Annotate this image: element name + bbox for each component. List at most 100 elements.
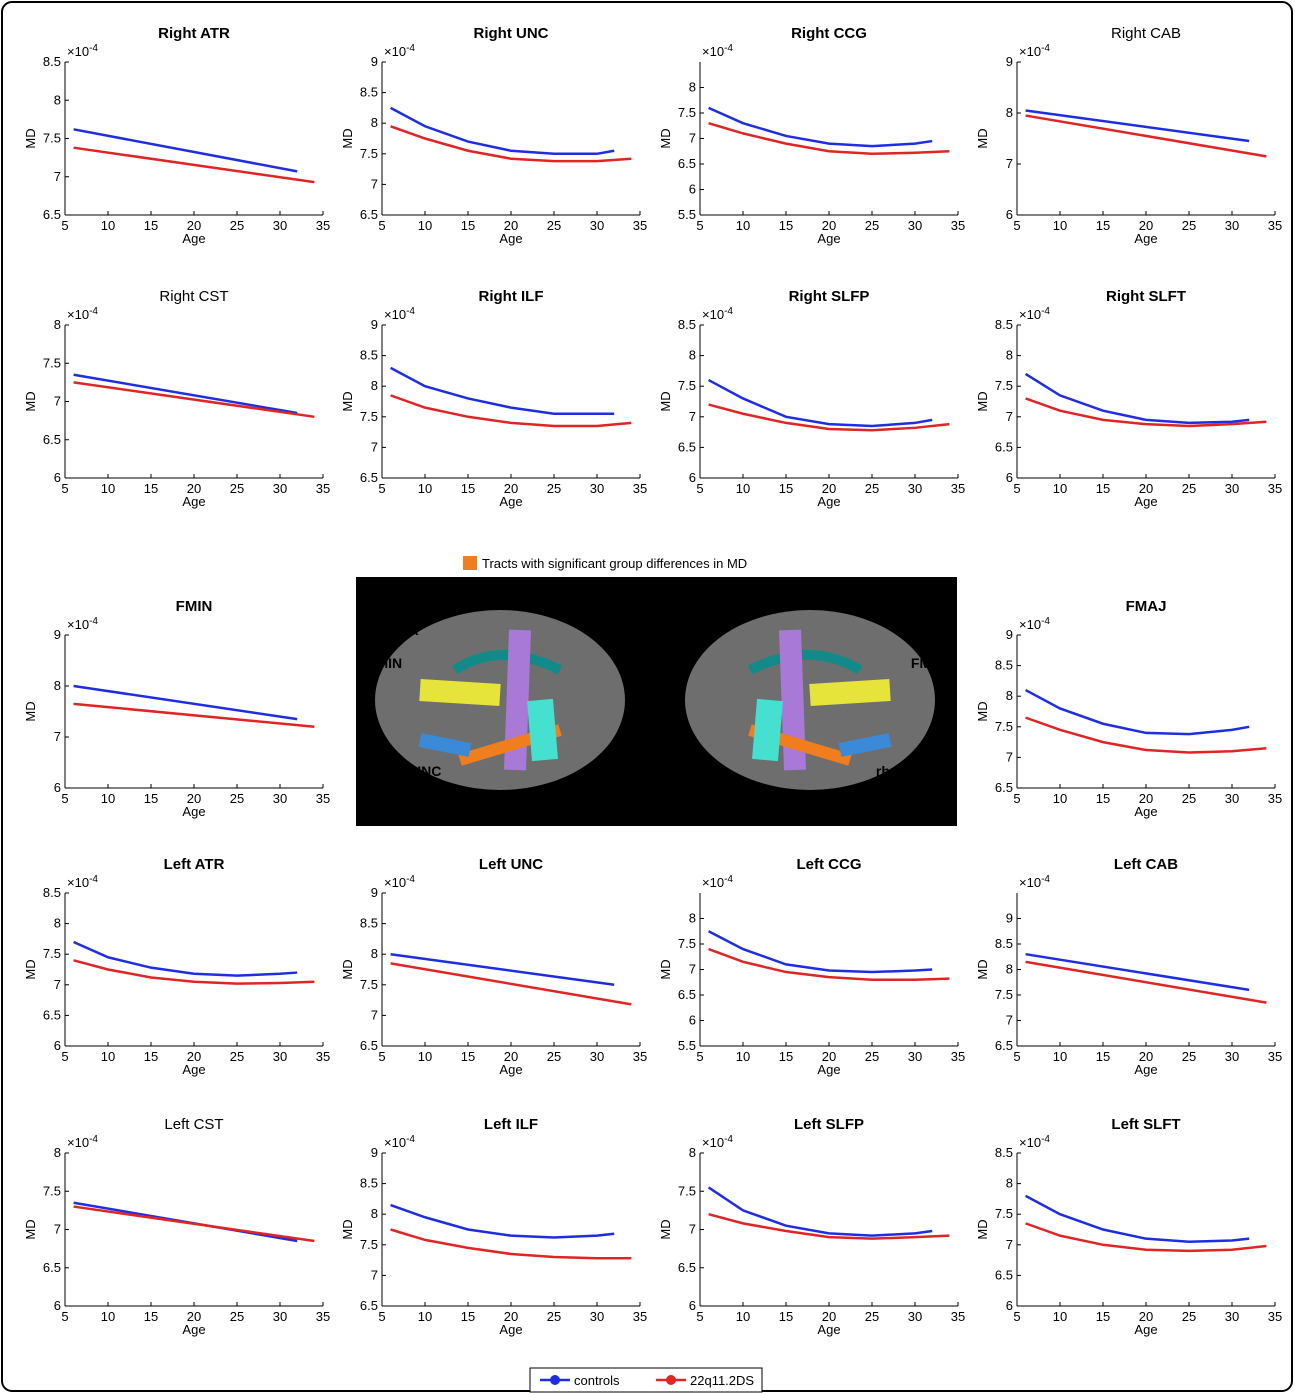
tract-label: rh CAB <box>661 794 709 810</box>
x-tick-label: 5 <box>378 1049 385 1064</box>
y-multiplier: ×10-4 <box>384 306 415 322</box>
x-tick-label: 5 <box>61 791 68 806</box>
x-tick-label: 15 <box>779 1309 793 1324</box>
y-axis-label: MD <box>23 1219 38 1239</box>
x-tick-label: 30 <box>1225 481 1239 496</box>
tract-label: rh CCG <box>836 594 885 610</box>
y-multiplier-exp: -4 <box>724 874 733 885</box>
x-tick-label: 5 <box>1013 791 1020 806</box>
y-tick-label: 9 <box>371 1145 378 1160</box>
fit-line <box>390 125 632 163</box>
y-multiplier-base: ×10 <box>67 1135 89 1150</box>
x-tick-label: 10 <box>736 218 750 233</box>
fit-line <box>390 106 615 156</box>
y-tick-label: 8 <box>54 678 61 693</box>
y-tick-label: 6.5 <box>995 439 1013 454</box>
y-multiplier-exp: -4 <box>724 43 733 54</box>
x-tick-label: 30 <box>273 1309 287 1324</box>
y-multiplier-exp: -4 <box>89 616 98 627</box>
x-tick-label: 35 <box>316 218 330 233</box>
y-axis-label: MD <box>340 128 355 148</box>
y-tick-label: 8.5 <box>678 317 696 332</box>
tract-label: lh ILF <box>608 748 646 764</box>
x-tick-label: 30 <box>273 791 287 806</box>
y-axis-label: MD <box>975 1219 990 1239</box>
y-multiplier: ×10-4 <box>1019 616 1050 632</box>
tract-label: FMIN <box>911 655 945 671</box>
tract-label: lh ATR <box>375 622 419 638</box>
fit-line <box>390 952 615 987</box>
y-multiplier: ×10-4 <box>67 874 98 890</box>
y-tick-label: 8 <box>54 92 61 107</box>
y-tick-label: 6.5 <box>360 1038 378 1053</box>
tract-label: lh SLFP <box>562 596 614 612</box>
tract-label: lh UNC <box>395 763 442 779</box>
y-tick-label: 7.5 <box>995 1206 1013 1221</box>
y-tick-label: 7 <box>54 169 61 184</box>
fit-line <box>1025 960 1267 1004</box>
x-tick-label: 15 <box>461 1309 475 1324</box>
chart-title: Right ATR <box>158 25 230 42</box>
y-tick-label: 8.5 <box>995 658 1013 673</box>
y-tick-label: 7.5 <box>995 987 1013 1002</box>
x-tick-label: 10 <box>1053 791 1067 806</box>
x-tick-label: 25 <box>1182 1309 1196 1324</box>
tract-label: rh ILF <box>660 748 699 764</box>
y-tick-label: 8.5 <box>43 885 61 900</box>
y-tick-label: 6.5 <box>43 1260 61 1275</box>
x-tick-label: 20 <box>187 1049 201 1064</box>
chart-title: Left UNC <box>479 856 543 873</box>
y-multiplier: ×10-4 <box>1019 1134 1050 1150</box>
x-tick-label: 10 <box>101 481 115 496</box>
x-axis-label: Age <box>182 804 205 819</box>
x-axis-label: Age <box>182 1062 205 1077</box>
x-tick-label: 35 <box>316 791 330 806</box>
legend-label: controls <box>574 1373 620 1388</box>
x-tick-label: 35 <box>633 1049 647 1064</box>
y-tick-label: 7.5 <box>995 719 1013 734</box>
tract-label: rh ATR <box>897 622 942 638</box>
x-tick-label: 30 <box>273 218 287 233</box>
x-tick-label: 25 <box>865 481 879 496</box>
fit-line <box>708 378 933 428</box>
y-multiplier-base: ×10 <box>384 44 406 59</box>
y-tick-label: 7 <box>689 962 696 977</box>
fit-line <box>73 684 298 721</box>
y-tick-label: 8 <box>371 378 378 393</box>
y-tick-label: 6.5 <box>360 470 378 485</box>
y-multiplier-base: ×10 <box>1019 307 1041 322</box>
x-tick-label: 5 <box>696 218 703 233</box>
y-tick-label: 7.5 <box>43 1183 61 1198</box>
x-tick-label: 10 <box>736 1049 750 1064</box>
y-axis-label: MD <box>23 959 38 979</box>
x-tick-label: 30 <box>590 1049 604 1064</box>
y-multiplier-base: ×10 <box>67 617 89 632</box>
x-tick-label: 20 <box>1139 1049 1153 1064</box>
x-tick-label: 35 <box>951 1049 965 1064</box>
fit-line <box>390 1228 632 1260</box>
x-tick-label: 15 <box>461 481 475 496</box>
x-tick-label: 35 <box>633 218 647 233</box>
y-tick-label: 6.5 <box>678 1260 696 1275</box>
chart-title: Left CST <box>164 1116 223 1133</box>
fit-line <box>1025 688 1250 736</box>
y-tick-label: 6.5 <box>43 207 61 222</box>
x-tick-label: 20 <box>1139 218 1153 233</box>
x-tick-label: 25 <box>230 1309 244 1324</box>
y-tick-label: 8 <box>689 348 696 363</box>
x-tick-label: 15 <box>779 218 793 233</box>
x-axis-label: Age <box>1134 1062 1157 1077</box>
x-tick-label: 25 <box>547 481 561 496</box>
tract-label: lh SLFT <box>599 625 651 641</box>
x-tick-label: 30 <box>1225 1309 1239 1324</box>
chart-title: Right CST <box>159 288 228 305</box>
x-tick-label: 30 <box>1225 1049 1239 1064</box>
x-tick-label: 5 <box>61 1309 68 1324</box>
chart-title: FMAJ <box>1126 598 1167 615</box>
x-tick-label: 30 <box>590 481 604 496</box>
y-axis-label: MD <box>23 128 38 148</box>
x-axis-label: Age <box>817 231 840 246</box>
chart-title: Right CAB <box>1111 25 1181 42</box>
chart-title: FMIN <box>176 598 213 615</box>
y-tick-label: 7 <box>54 394 61 409</box>
